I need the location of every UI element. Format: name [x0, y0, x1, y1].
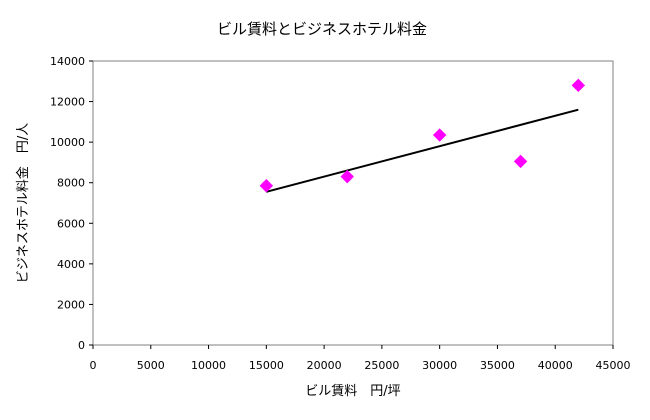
- chart-title: ビル賃料とビジネスホテル料金: [217, 20, 427, 38]
- y-tick-label: 14000: [50, 55, 85, 68]
- data-point: [259, 179, 274, 193]
- x-tick-label: 35000: [480, 359, 515, 372]
- y-tick-label: 10000: [50, 136, 85, 149]
- y-axis-ticks: 0 2000 4000 6000 8000 10000 12000 14000: [50, 55, 93, 352]
- plot-area: [92, 60, 614, 346]
- x-axis-ticks: 0 5000 10000 15000 20000 25000 30000 35000 40000…: [90, 345, 631, 372]
- x-tick-label: 5000: [137, 359, 165, 372]
- y-tick-label: 6000: [57, 217, 85, 230]
- y-tick-label: 4000: [57, 258, 85, 271]
- y-tick-label: 0: [78, 339, 85, 352]
- y-tick-label: 2000: [57, 298, 85, 311]
- x-tick-label: 40000: [538, 359, 573, 372]
- y-axis-title: ビジネスホテル料金 円/人: [15, 123, 31, 283]
- x-tick-label: 0: [90, 359, 97, 372]
- data-point: [340, 169, 354, 184]
- trendline-layer: [266, 108, 579, 193]
- data-point: [513, 154, 528, 169]
- x-tick-label: 20000: [307, 359, 342, 372]
- data-point: [432, 128, 447, 142]
- x-tick-label: 25000: [364, 359, 399, 372]
- x-tick-label: 15000: [249, 359, 284, 372]
- x-tick-label: 30000: [422, 359, 457, 372]
- trendline: [266, 108, 579, 193]
- y-tick-label: 8000: [57, 177, 85, 190]
- x-tick-label: 10000: [191, 359, 226, 372]
- data-points-layer: [259, 78, 586, 193]
- x-axis-title: ビル賃料 円/坪: [305, 384, 400, 399]
- x-tick-label: 45000: [596, 359, 631, 372]
- y-tick-label: 12000: [50, 96, 85, 109]
- data-point: [571, 78, 586, 93]
